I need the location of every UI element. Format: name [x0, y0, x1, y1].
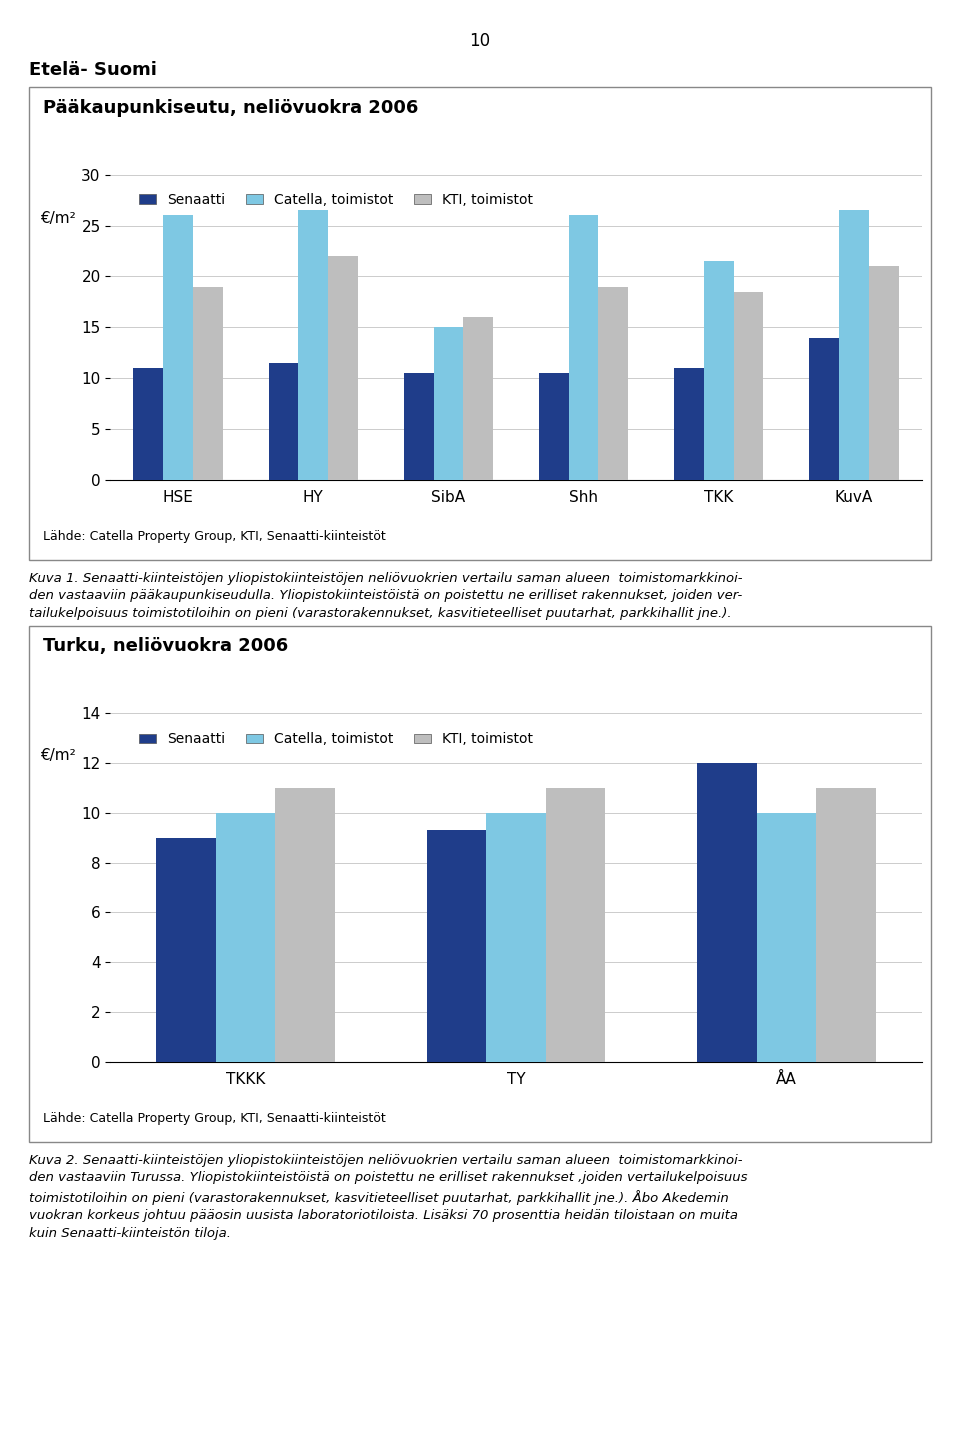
Bar — [404, 372, 434, 480]
Text: Turku, neliövuokra 2006: Turku, neliövuokra 2006 — [43, 637, 288, 655]
Bar — [163, 215, 193, 480]
Bar — [133, 368, 163, 480]
Bar — [276, 787, 335, 1062]
Bar — [809, 338, 839, 480]
Bar — [545, 787, 605, 1062]
Text: 10: 10 — [469, 32, 491, 49]
Bar — [539, 372, 568, 480]
Bar — [216, 813, 276, 1062]
Bar — [434, 327, 464, 480]
Bar — [193, 287, 223, 480]
Bar — [487, 813, 545, 1062]
Bar — [464, 317, 493, 480]
Bar — [816, 787, 876, 1062]
Text: Etelä- Suomi: Etelä- Suomi — [29, 61, 156, 79]
Bar — [299, 210, 328, 480]
Bar — [839, 210, 869, 480]
Bar — [269, 362, 299, 480]
Text: Lähde: Catella Property Group, KTI, Senaatti-kiinteistöt: Lähde: Catella Property Group, KTI, Sena… — [43, 530, 386, 543]
Text: Lähde: Catella Property Group, KTI, Senaatti-kiinteistöt: Lähde: Catella Property Group, KTI, Sena… — [43, 1112, 386, 1125]
Bar — [697, 762, 756, 1062]
Bar — [756, 813, 816, 1062]
Text: €/m²: €/m² — [40, 211, 76, 226]
Text: €/m²: €/m² — [40, 748, 76, 762]
Bar — [704, 260, 733, 480]
Legend: Senaatti, Catella, toimistot, KTI, toimistot: Senaatti, Catella, toimistot, KTI, toimi… — [133, 728, 539, 752]
Text: Kuva 2. Senaatti-kiinteistöjen yliopistokiinteistöjen neliövuokrien vertailu sam: Kuva 2. Senaatti-kiinteistöjen yliopisto… — [29, 1154, 747, 1240]
Text: Kuva 1. Senaatti-kiinteistöjen yliopistokiinteistöjen neliövuokrien vertailu sam: Kuva 1. Senaatti-kiinteistöjen yliopisto… — [29, 572, 742, 620]
Bar — [869, 266, 899, 480]
Bar — [328, 256, 358, 480]
Bar — [568, 215, 598, 480]
Bar — [674, 368, 704, 480]
Text: Pääkaupunkiseutu, neliövuokra 2006: Pääkaupunkiseutu, neliövuokra 2006 — [43, 99, 419, 116]
Bar — [733, 291, 763, 480]
Bar — [598, 287, 628, 480]
Bar — [427, 831, 487, 1062]
Legend: Senaatti, Catella, toimistot, KTI, toimistot: Senaatti, Catella, toimistot, KTI, toimi… — [133, 188, 539, 212]
Bar — [156, 838, 216, 1062]
